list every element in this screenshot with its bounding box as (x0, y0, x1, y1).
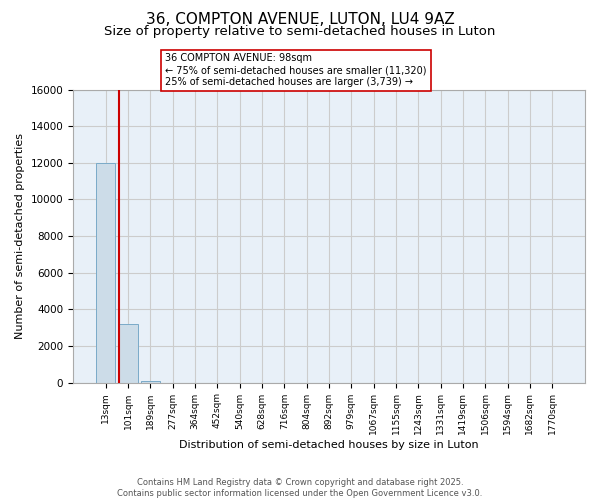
X-axis label: Distribution of semi-detached houses by size in Luton: Distribution of semi-detached houses by … (179, 440, 479, 450)
Text: 36 COMPTON AVENUE: 98sqm
← 75% of semi-detached houses are smaller (11,320)
25% : 36 COMPTON AVENUE: 98sqm ← 75% of semi-d… (165, 54, 427, 86)
Text: Contains HM Land Registry data © Crown copyright and database right 2025.
Contai: Contains HM Land Registry data © Crown c… (118, 478, 482, 498)
Text: Size of property relative to semi-detached houses in Luton: Size of property relative to semi-detach… (104, 25, 496, 38)
Y-axis label: Number of semi-detached properties: Number of semi-detached properties (15, 133, 25, 339)
Text: 36, COMPTON AVENUE, LUTON, LU4 9AZ: 36, COMPTON AVENUE, LUTON, LU4 9AZ (146, 12, 454, 28)
Bar (141, 381, 160, 382)
Bar (119, 324, 137, 382)
Bar (96, 163, 115, 382)
